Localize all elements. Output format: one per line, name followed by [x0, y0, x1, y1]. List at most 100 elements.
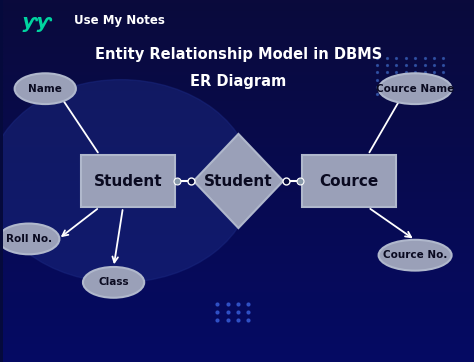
Text: Class: Class [98, 277, 129, 287]
Bar [3, 272, 474, 275]
Text: ƴƴ: ƴƴ [22, 13, 52, 31]
Text: Student: Student [93, 173, 162, 189]
FancyBboxPatch shape [81, 155, 175, 207]
Bar [3, 40, 474, 43]
Bar [3, 228, 474, 232]
Text: Name: Name [28, 84, 62, 94]
Bar [3, 174, 474, 177]
Polygon shape [194, 134, 283, 228]
Bar [3, 319, 474, 322]
Bar [3, 221, 474, 224]
Bar [3, 127, 474, 130]
Bar [3, 138, 474, 141]
Bar [3, 51, 474, 54]
Bar [3, 268, 474, 272]
Bar [3, 279, 474, 282]
Bar [3, 4, 474, 7]
Text: Student: Student [204, 173, 273, 189]
Bar [3, 87, 474, 90]
Ellipse shape [0, 223, 59, 254]
Bar [3, 275, 474, 279]
Bar [3, 257, 474, 261]
Bar [3, 14, 474, 18]
Bar [3, 65, 474, 69]
Bar [3, 340, 474, 344]
Bar [3, 224, 474, 228]
Ellipse shape [83, 267, 144, 298]
Bar [3, 177, 474, 181]
Text: Cource No.: Cource No. [383, 250, 447, 260]
Bar [3, 62, 474, 65]
Bar [3, 329, 474, 333]
Bar [3, 69, 474, 72]
Bar [3, 322, 474, 326]
Bar [3, 188, 474, 192]
Bar [3, 250, 474, 253]
Bar [3, 148, 474, 152]
Bar [3, 214, 474, 217]
Bar [3, 300, 474, 304]
Bar [3, 163, 474, 167]
Bar [3, 261, 474, 264]
Bar [3, 192, 474, 195]
Bar [3, 156, 474, 159]
Bar [3, 29, 474, 33]
Bar [3, 351, 474, 355]
Bar [3, 297, 474, 300]
Bar [3, 7, 474, 11]
Ellipse shape [379, 73, 452, 104]
Bar [3, 199, 474, 203]
Bar [3, 344, 474, 348]
Bar [3, 239, 474, 243]
Text: Entity Relationship Model in DBMS: Entity Relationship Model in DBMS [95, 47, 382, 62]
Bar [3, 286, 474, 290]
Bar [3, 116, 474, 119]
Bar [3, 76, 474, 80]
Bar [3, 355, 474, 358]
Bar [3, 43, 474, 47]
Text: Cource: Cource [319, 173, 379, 189]
Bar [3, 253, 474, 257]
Bar [3, 243, 474, 246]
Ellipse shape [15, 73, 76, 104]
Bar [3, 25, 474, 29]
Bar [3, 203, 474, 206]
Bar [3, 337, 474, 340]
Bar [3, 72, 474, 76]
Bar [3, 145, 474, 148]
Bar [3, 109, 474, 112]
Bar [3, 83, 474, 87]
Bar [3, 304, 474, 308]
Bar [3, 235, 474, 239]
Bar [3, 18, 474, 22]
Bar [3, 315, 474, 319]
Bar [3, 58, 474, 62]
Bar [3, 36, 474, 40]
Bar [3, 293, 474, 297]
Bar [3, 134, 474, 138]
Bar [3, 167, 474, 170]
Bar [3, 195, 474, 199]
Bar [3, 33, 474, 36]
Bar [3, 54, 474, 58]
Bar [3, 282, 474, 286]
Bar [3, 210, 474, 214]
FancyBboxPatch shape [302, 155, 396, 207]
Text: Cource Name: Cource Name [376, 84, 454, 94]
Bar [3, 90, 474, 94]
Bar [3, 105, 474, 109]
Bar [3, 232, 474, 235]
Bar [3, 358, 474, 362]
Ellipse shape [379, 240, 452, 271]
Bar [3, 141, 474, 145]
Bar [3, 181, 474, 185]
Bar [3, 0, 474, 4]
Bar [3, 123, 474, 127]
Bar [3, 290, 474, 293]
Bar [3, 170, 474, 174]
Bar [3, 185, 474, 188]
Bar [3, 159, 474, 163]
Bar [3, 112, 474, 116]
Bar [3, 152, 474, 156]
Bar [3, 101, 474, 105]
